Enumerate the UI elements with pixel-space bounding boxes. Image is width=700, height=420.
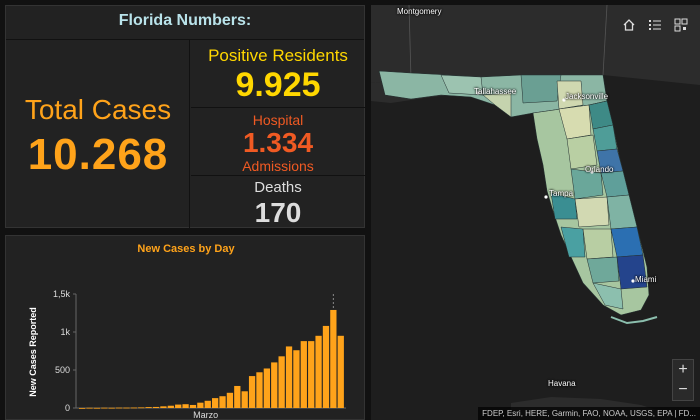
map-label-havana: Havana [548, 379, 576, 388]
bar[interactable] [308, 341, 315, 408]
new-cases-chart[interactable]: New Cases by Day New Cases Reported 0 500… [6, 236, 366, 420]
florida-map[interactable] [371, 5, 700, 420]
bar[interactable] [167, 405, 174, 408]
total-cases-value: 10.268 [27, 130, 169, 179]
bar[interactable] [93, 407, 101, 409]
zoom-controls: + − [672, 359, 694, 401]
bar[interactable] [241, 391, 248, 408]
zoom-in-button[interactable]: + [678, 361, 688, 378]
bar[interactable] [138, 407, 145, 409]
map-label-tallahassee: Tallahassee [474, 87, 517, 96]
chart-panel: New Cases by Day New Cases Reported 0 500… [5, 235, 365, 420]
y-tick-label: 1,5k [53, 289, 71, 299]
zoom-out-button[interactable]: − [678, 381, 688, 398]
stats-panel: Florida Numbers: Total Cases 10.268 Posi… [5, 5, 365, 228]
bar[interactable] [219, 396, 226, 408]
bar[interactable] [182, 404, 189, 408]
y-tick-label: 500 [55, 365, 70, 375]
y-tick-label: 1k [60, 327, 70, 337]
map-label-orlando: Orlando [585, 165, 614, 174]
bar[interactable] [130, 407, 137, 409]
bar[interactable] [248, 376, 256, 408]
bar[interactable] [315, 335, 322, 408]
bar[interactable] [285, 346, 293, 408]
bar[interactable] [108, 407, 115, 409]
bar[interactable] [226, 392, 234, 408]
bar[interactable] [271, 362, 278, 408]
deaths-label: Deaths [254, 179, 302, 196]
positive-residents-cell: Positive Residents 9.925 [191, 40, 365, 108]
hospital-admissions-value: 1.334 [242, 127, 314, 158]
bar[interactable] [263, 368, 270, 408]
total-cases-label: Total Cases [24, 94, 172, 125]
bar[interactable] [204, 400, 211, 408]
bar[interactable] [152, 406, 160, 408]
bar[interactable] [160, 406, 167, 408]
hospital-admissions-cell: Hospital 1.334 Admissions [191, 108, 365, 176]
bar[interactable] [212, 398, 219, 408]
bar[interactable] [197, 402, 204, 408]
map-label-tampa: Tampa [549, 189, 574, 198]
list-icon[interactable] [645, 15, 665, 35]
positive-residents-label: Positive Residents [208, 46, 348, 65]
bar[interactable] [337, 335, 344, 408]
bar[interactable] [322, 325, 330, 408]
bar[interactable] [278, 356, 285, 408]
bar[interactable] [79, 408, 86, 409]
y-axis-label: New Cases Reported [28, 307, 38, 397]
bar[interactable] [293, 350, 300, 408]
deaths-cell: Deaths 170 [191, 176, 365, 228]
home-icon[interactable] [619, 15, 639, 35]
bar[interactable] [86, 407, 93, 409]
bar[interactable] [115, 407, 123, 409]
total-cases-cell: Total Cases 10.268 [6, 40, 190, 228]
map-attribution[interactable]: FDEP, Esri, HERE, Garmin, FAO, NOAA, USG… [478, 407, 700, 420]
bar[interactable] [300, 341, 307, 408]
positive-residents-value: 9.925 [235, 66, 321, 104]
bar[interactable] [189, 404, 197, 408]
y-tick-label: 0 [65, 403, 70, 413]
bar[interactable] [175, 404, 182, 408]
bar[interactable] [101, 407, 108, 409]
map-label-jacksonville: Jacksonville [565, 92, 609, 101]
qr-icon[interactable] [671, 15, 691, 35]
chart-title: New Cases by Day [137, 243, 235, 255]
map-label-montgomery: Montgomery [397, 7, 442, 16]
bar[interactable] [234, 385, 241, 408]
deaths-value: 170 [254, 197, 302, 228]
map-label-miami: Miami [635, 275, 657, 284]
hospital-label: Hospital [252, 112, 304, 128]
panel-title: Florida Numbers: [6, 6, 364, 40]
map-view[interactable]: Montgomery Tallahassee Jacksonville Orla… [371, 5, 700, 420]
x-tick-label: Marzo [193, 410, 218, 420]
admissions-label: Admissions [242, 158, 314, 174]
bar[interactable] [145, 407, 152, 408]
bar[interactable] [123, 407, 130, 409]
bar[interactable] [330, 309, 337, 408]
bar[interactable] [256, 372, 263, 408]
